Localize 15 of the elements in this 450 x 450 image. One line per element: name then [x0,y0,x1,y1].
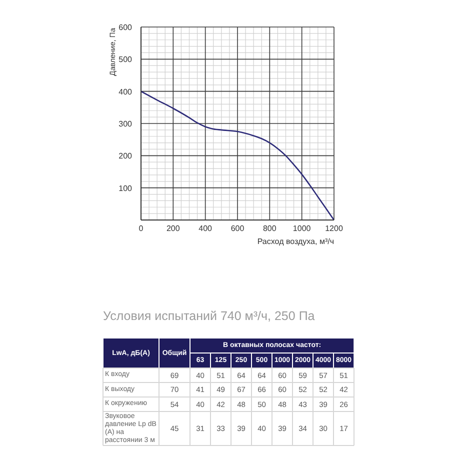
x-tick-label: 1000 [292,224,312,233]
y-tick-label: 100 [118,184,133,193]
y-tick-label: 200 [118,152,133,161]
y-tick-label: 500 [118,55,133,64]
x-tick-label: 800 [262,224,277,233]
y-tick-label: 600 [118,23,133,32]
x-tick-label: 0 [138,224,144,233]
x-tick-label: 200 [166,224,180,233]
y-tick-label: 400 [118,87,133,96]
x-axis-title: Расход воздуха, м³/ч [257,237,334,247]
x-tick-label: 1200 [325,224,344,233]
chart-title: Условия испытаний 740 м³/ч, 250 Па [103,309,315,324]
x-tick-label: 400 [198,224,213,233]
x-tick-label: 600 [230,224,245,233]
y-tick-label: 300 [118,120,133,128]
